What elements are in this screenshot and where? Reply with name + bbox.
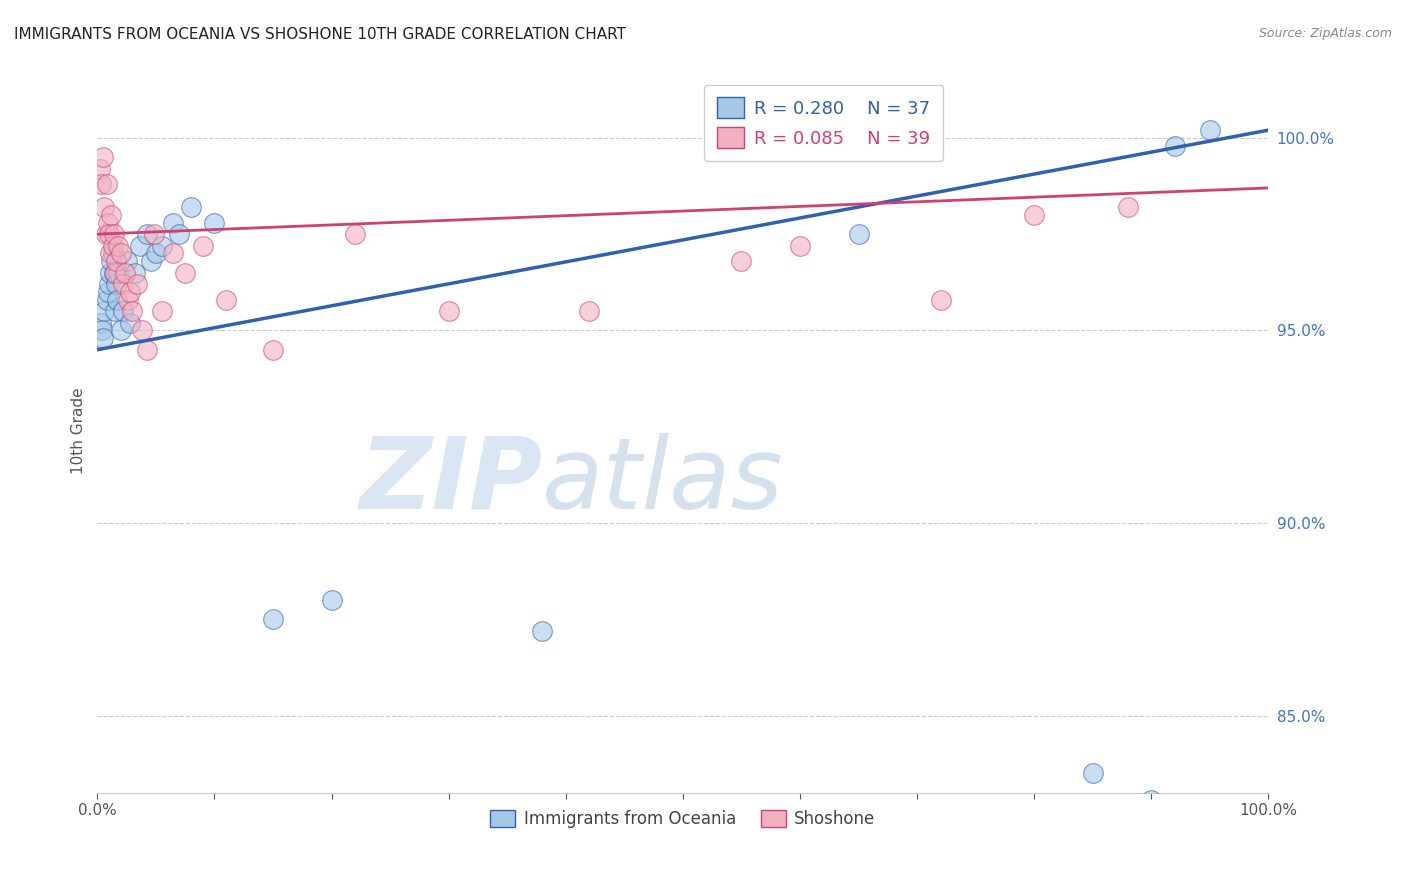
Point: [191, 238, 214, 252]
Point: [91, 150, 114, 164]
Point: [115, 254, 138, 268]
Point: [90, 316, 112, 330]
Point: [105, 293, 128, 307]
Point: [127, 277, 149, 292]
Point: [105, 254, 128, 268]
Point: [262, 612, 284, 626]
Legend: Immigrants from Oceania, Shoshone: Immigrants from Oceania, Shoshone: [484, 804, 882, 835]
Text: IMMIGRANTS FROM OCEANIA VS SHOSHONE 10TH GRADE CORRELATION CHART: IMMIGRANTS FROM OCEANIA VS SHOSHONE 10TH…: [14, 27, 626, 42]
Y-axis label: 10th Grade: 10th Grade: [72, 387, 86, 474]
Point: [94, 227, 117, 241]
Point: [169, 227, 191, 241]
Point: [848, 227, 870, 241]
Point: [142, 227, 165, 241]
Point: [91, 331, 114, 345]
Point: [578, 304, 600, 318]
Point: [1140, 793, 1163, 807]
Point: [150, 238, 173, 252]
Point: [101, 238, 124, 252]
Point: [730, 254, 752, 268]
Point: [162, 246, 184, 260]
Point: [131, 323, 153, 337]
Point: [128, 238, 150, 252]
Point: [162, 216, 184, 230]
Point: [96, 177, 118, 191]
Point: [135, 343, 157, 357]
Point: [100, 254, 122, 268]
Point: [262, 343, 284, 357]
Point: [97, 216, 120, 230]
Point: [90, 177, 112, 191]
Point: [789, 238, 811, 252]
Point: [107, 266, 129, 280]
Point: [1024, 208, 1046, 222]
Point: [1164, 138, 1187, 153]
Point: [89, 161, 111, 176]
Point: [141, 254, 163, 268]
Point: [98, 277, 121, 292]
Point: [215, 293, 238, 307]
Point: [110, 246, 132, 260]
Point: [343, 227, 366, 241]
Point: [100, 208, 122, 222]
Point: [107, 238, 129, 252]
Point: [145, 246, 167, 260]
Point: [98, 227, 121, 241]
Point: [321, 593, 343, 607]
Point: [91, 323, 114, 337]
Point: [93, 200, 115, 214]
Point: [104, 304, 127, 318]
Point: [101, 246, 124, 260]
Point: [531, 624, 554, 638]
Point: [93, 304, 115, 318]
Point: [1081, 766, 1104, 780]
Point: [180, 200, 202, 214]
Point: [112, 304, 135, 318]
Point: [1116, 200, 1139, 214]
Point: [124, 266, 146, 280]
Text: Source: ZipAtlas.com: Source: ZipAtlas.com: [1258, 27, 1392, 40]
Point: [117, 293, 139, 307]
Point: [98, 266, 121, 280]
Point: [150, 304, 173, 318]
Point: [120, 316, 142, 330]
Point: [97, 285, 120, 299]
Point: [120, 285, 142, 299]
Point: [96, 293, 118, 307]
Text: atlas: atlas: [543, 433, 785, 530]
Point: [98, 246, 121, 260]
Point: [104, 266, 127, 280]
Point: [929, 293, 952, 307]
Point: [105, 277, 128, 292]
Point: [103, 227, 125, 241]
Point: [1199, 123, 1222, 137]
Point: [135, 227, 157, 241]
Point: [110, 323, 132, 337]
Point: [121, 304, 143, 318]
Point: [114, 266, 136, 280]
Point: [112, 277, 135, 292]
Point: [437, 304, 460, 318]
Text: ZIP: ZIP: [360, 433, 543, 530]
Point: [204, 216, 226, 230]
Point: [103, 266, 125, 280]
Point: [174, 266, 197, 280]
